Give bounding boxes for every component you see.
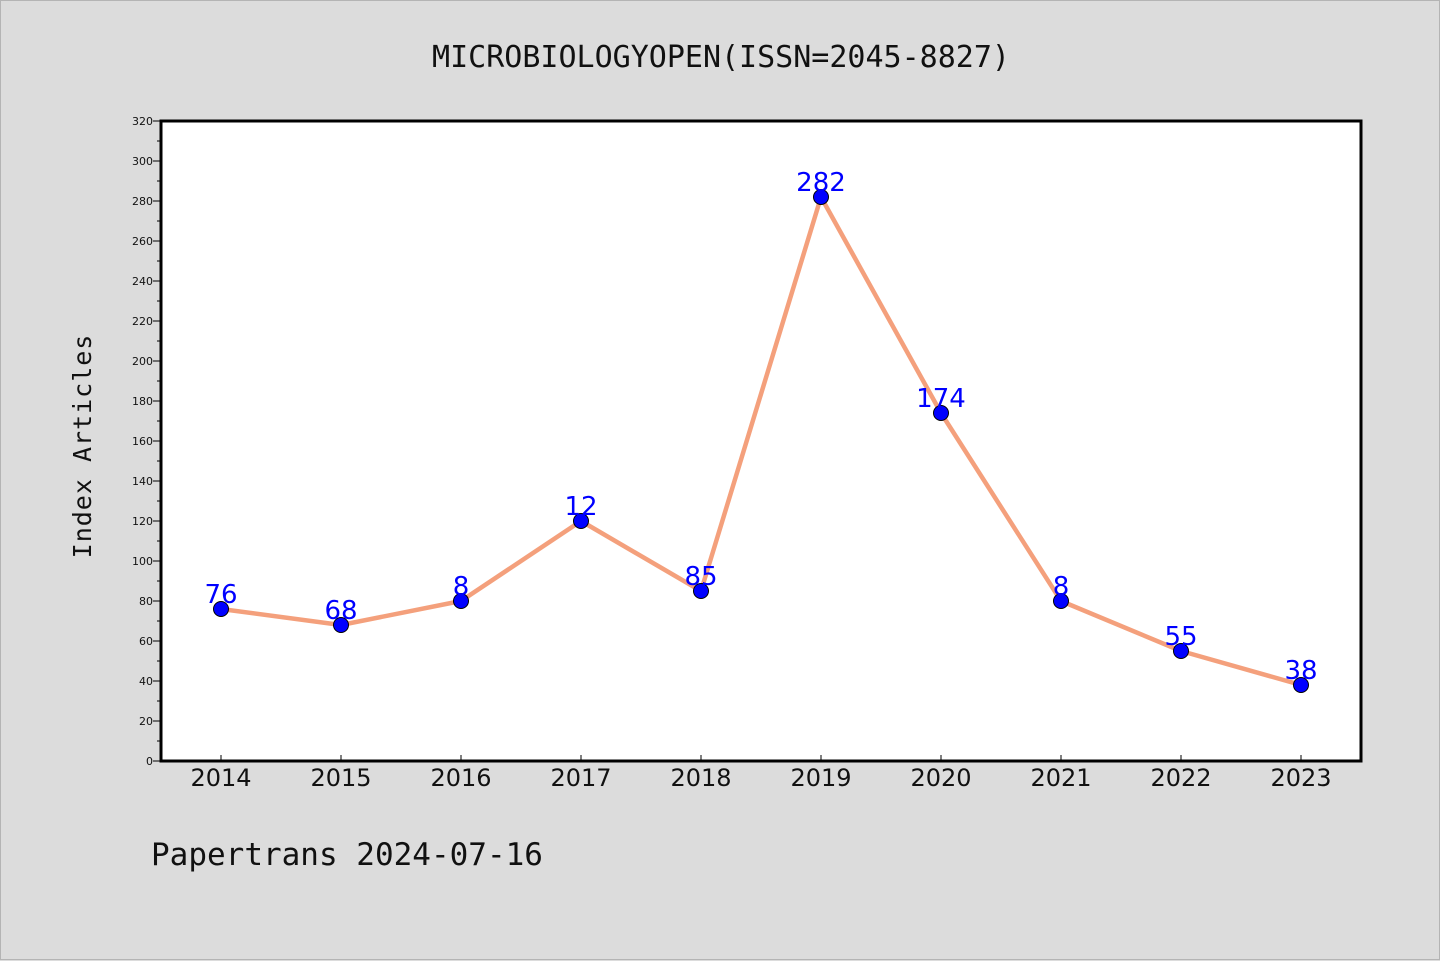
x-tick-label: 2022 <box>1150 764 1211 792</box>
data-point <box>1053 593 1069 609</box>
y-tick-label: 220 <box>132 315 153 328</box>
y-tick-label: 60 <box>139 635 153 648</box>
y-tick-label: 120 <box>132 515 153 528</box>
data-point <box>813 189 829 205</box>
y-tick-label: 100 <box>132 555 153 568</box>
x-tick-label: 2021 <box>1030 764 1091 792</box>
data-label: 68 <box>324 596 357 626</box>
data-point <box>453 593 469 609</box>
y-tick-label: 180 <box>132 395 153 408</box>
y-axis: 0 20 40 60 80 100 120 140 160 180 200 220 240 260 280 3… <box>132 115 161 768</box>
y-tick-label: 20 <box>139 715 153 728</box>
data-label: 12 <box>564 492 597 522</box>
chart-title: MICROBIOLOGYOPEN(ISSN=2045-8827) <box>432 40 1010 75</box>
x-tick-label: 2023 <box>1270 764 1331 792</box>
data-point <box>333 617 349 633</box>
data-point <box>693 583 709 599</box>
x-tick-label: 2014 <box>190 764 251 792</box>
y-tick-label: 200 <box>132 355 153 368</box>
series-line <box>220 194 1302 688</box>
data-point <box>933 405 949 421</box>
series-index-articles: 76 68 8 12 85 282 174 8 55 38 <box>204 168 1318 693</box>
data-label: 38 <box>1284 656 1317 686</box>
x-tick-label: 2015 <box>310 764 371 792</box>
data-label: 174 <box>916 384 966 414</box>
footer-credit: Papertrans 2024-07-16 <box>151 837 543 873</box>
y-tick-label: 240 <box>132 275 153 288</box>
y-tick-label: 280 <box>132 195 153 208</box>
y-tick-label: 80 <box>139 595 153 608</box>
y-tick-label: 260 <box>132 235 153 248</box>
data-label: 55 <box>1164 622 1197 652</box>
x-tick-label: 2016 <box>430 764 491 792</box>
x-tick-label: 2018 <box>670 764 731 792</box>
y-tick-label: 160 <box>132 435 153 448</box>
data-label: 282 <box>796 168 846 198</box>
plot-area <box>159 119 1363 763</box>
data-label: 85 <box>684 562 717 592</box>
y-tick-label: 300 <box>132 155 153 168</box>
y-tick-label: 140 <box>132 475 153 488</box>
y-tick-label: 0 <box>146 755 153 768</box>
x-axis: 2014 2015 2016 2017 2018 2019 2020 2021 2022 2023 <box>190 755 1332 792</box>
data-label: 8 <box>1053 572 1070 602</box>
data-label: 76 <box>204 580 237 610</box>
data-point <box>1173 643 1189 659</box>
x-tick-label: 2017 <box>550 764 611 792</box>
data-label: 8 <box>453 572 470 602</box>
y-axis-label: Index Articles <box>68 334 97 559</box>
data-point <box>213 601 229 617</box>
x-tick-label: 2019 <box>790 764 851 792</box>
y-tick-label: 40 <box>139 675 153 688</box>
data-point <box>573 513 589 529</box>
data-point <box>1293 677 1309 693</box>
y-tick-label: 320 <box>132 115 153 128</box>
x-tick-label: 2020 <box>910 764 971 792</box>
